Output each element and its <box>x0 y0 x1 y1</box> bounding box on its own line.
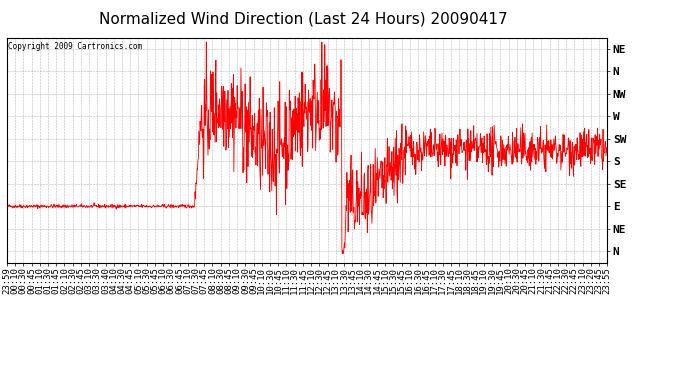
Text: Normalized Wind Direction (Last 24 Hours) 20090417: Normalized Wind Direction (Last 24 Hours… <box>99 11 508 26</box>
Text: Copyright 2009 Cartronics.com: Copyright 2009 Cartronics.com <box>8 42 142 51</box>
